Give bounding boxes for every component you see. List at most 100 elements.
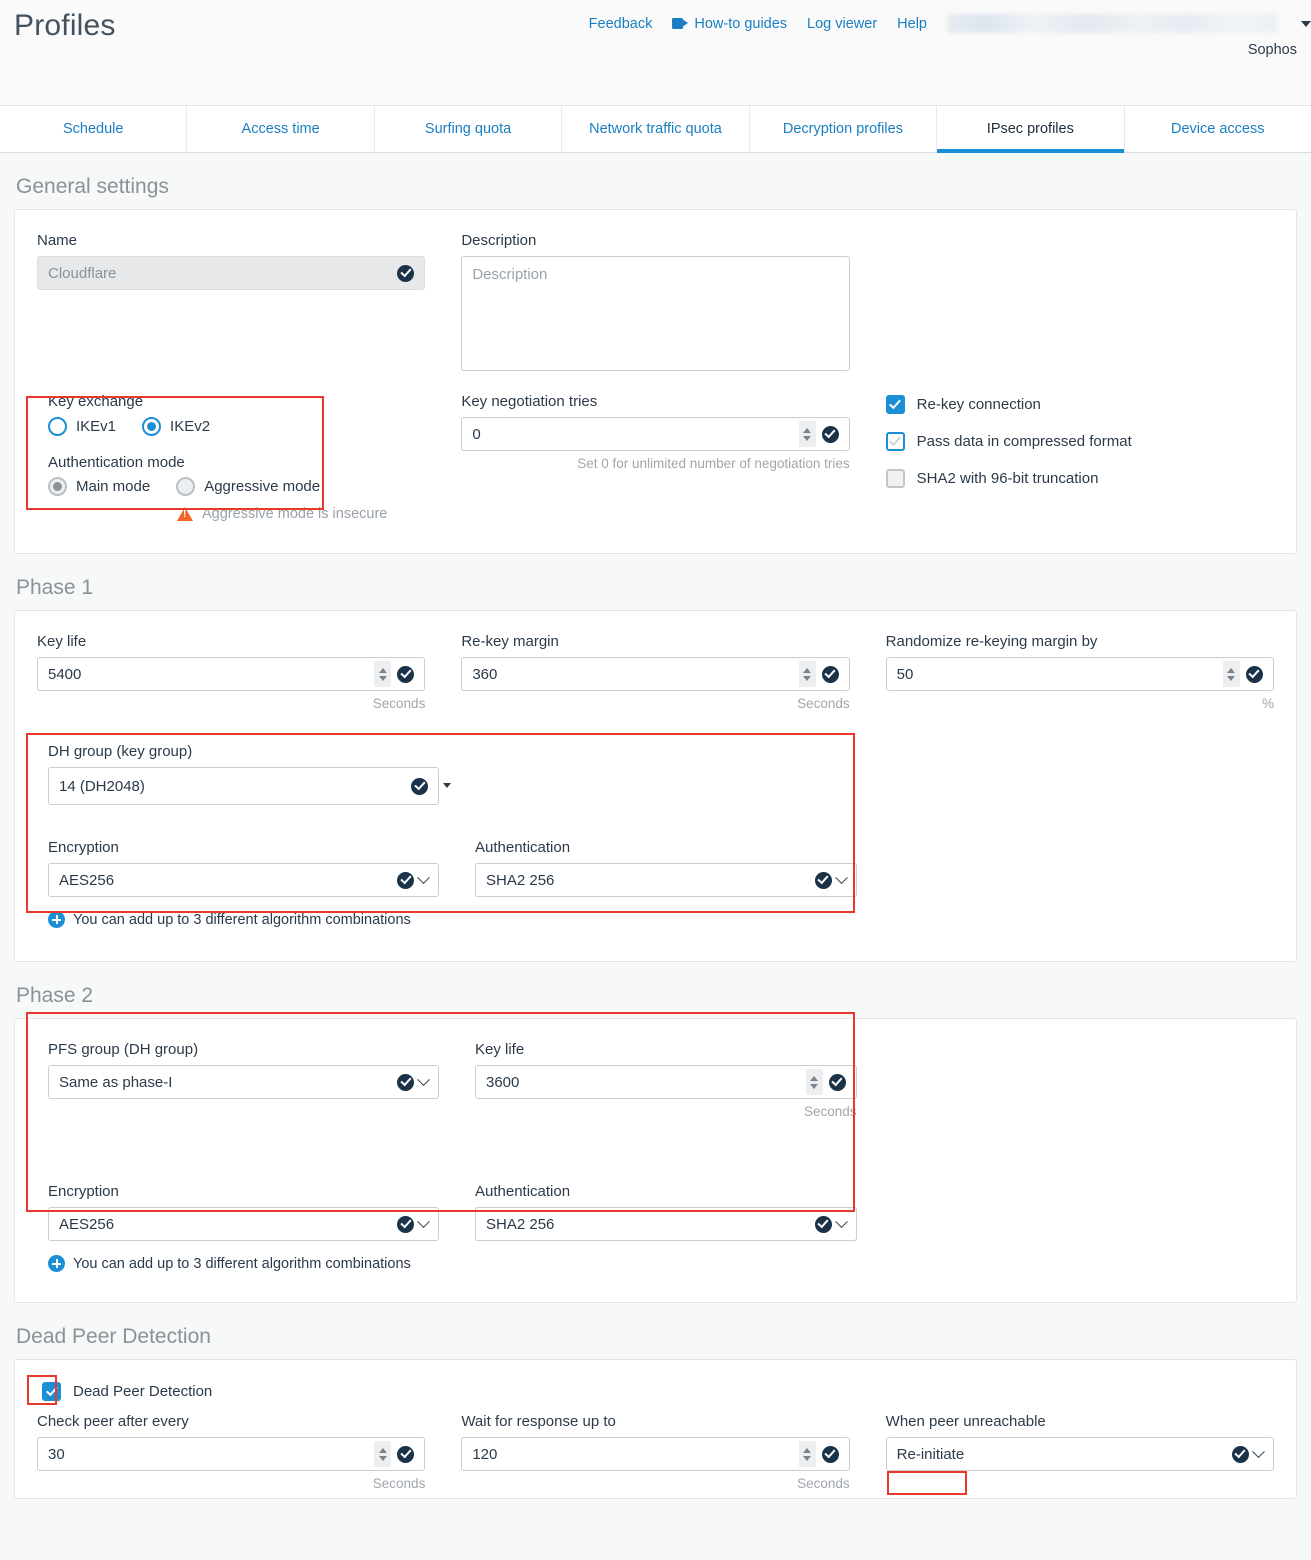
key-negotiation-label: Key negotiation tries <box>461 393 598 410</box>
phase2-encryption-group: Encryption AES256 <box>37 1183 439 1241</box>
radio-ikev1[interactable] <box>48 417 67 436</box>
checkbox-pass-compressed-row[interactable]: Pass data in compressed format <box>885 432 1274 451</box>
key-exchange-label: Key exchange <box>48 393 144 410</box>
general-options-group <box>886 232 1274 375</box>
phase2-key-life-group: Key life 3600 Seconds <box>475 1041 857 1119</box>
dpd-wait-stepper[interactable] <box>798 1441 816 1467</box>
phase1-randomize-unit: % <box>1261 696 1274 711</box>
radio-main-mode[interactable] <box>48 477 67 496</box>
checkbox-rekey-connection-label: Re-key connection <box>916 396 1041 413</box>
phase2-pfs-group-select[interactable]: Same as phase-I <box>48 1065 439 1099</box>
dpd-wait-value: 120 <box>472 1445 498 1463</box>
checkbox-rekey-connection[interactable] <box>885 395 905 414</box>
dpd-when-unreachable-group: When peer unreachable Re-initiate <box>885 1413 1274 1491</box>
phase2-add-algorithm-label: You can add up to 3 different algorithm … <box>73 1255 411 1272</box>
dpd-wait-group: Wait for response up to 120 Seconds <box>461 1413 850 1491</box>
phase1-add-algorithm[interactable]: You can add up to 3 different algorithm … <box>48 911 1274 928</box>
feedback-link[interactable]: Feedback <box>588 15 653 32</box>
checkbox-sha2-truncation-row[interactable]: SHA2 with 96-bit truncation <box>885 469 1274 488</box>
phase2-encryption-label: Encryption <box>48 1183 119 1200</box>
page-title: Profiles <box>14 9 116 42</box>
help-link[interactable]: Help <box>897 15 927 32</box>
general-checkbox-group: Re-key connection Pass data in compresse… <box>885 393 1274 522</box>
phase2-authentication-group: Authentication SHA2 256 <box>475 1183 857 1241</box>
dpd-check-peer-group: Check peer after every 30 Seconds <box>37 1413 426 1491</box>
dpd-enable-row[interactable]: Dead Peer Detection <box>42 1382 1274 1401</box>
chevron-down-icon[interactable] <box>834 870 848 884</box>
dpd-check-peer-unit: Seconds <box>372 1476 426 1491</box>
phase1-encryption-select[interactable]: AES256 <box>48 863 439 897</box>
name-value: Cloudflare <box>48 264 117 282</box>
phase1-key-life-input[interactable]: 5400 <box>37 657 426 691</box>
phase1-dh-group-select[interactable]: 14 (DH2048) <box>48 767 451 805</box>
tab-decryption-profiles[interactable]: Decryption profiles <box>750 106 938 152</box>
aggressive-mode-warning: Aggressive mode is insecure <box>177 506 425 522</box>
phase1-dh-group-spacer <box>475 743 857 805</box>
phase2-authentication-select[interactable]: SHA2 256 <box>475 1207 857 1241</box>
tab-device-access[interactable]: Device access <box>1171 121 1265 137</box>
phase2-spacer <box>893 1041 1275 1119</box>
phase2-key-life-label: Key life <box>475 1041 525 1058</box>
dpd-when-unreachable-select[interactable]: Re-initiate <box>885 1437 1274 1471</box>
checkbox-sha2-truncation[interactable] <box>885 469 905 488</box>
phase1-dh-group-group: DH group (key group) 14 (DH2048) <box>37 743 451 805</box>
chevron-down-icon[interactable] <box>834 1214 848 1228</box>
radio-ikev1-label: IKEv1 <box>76 418 117 435</box>
user-account-redacted[interactable] <box>947 14 1277 33</box>
warning-triangle-icon <box>177 507 193 521</box>
name-input[interactable]: Cloudflare <box>37 256 426 290</box>
tab-access-time[interactable]: Access time <box>187 106 375 152</box>
how-to-guides-label: How-to guides <box>694 15 788 32</box>
phase1-randomize-stepper[interactable] <box>1222 661 1240 687</box>
radio-aggressive-mode[interactable] <box>176 477 196 496</box>
key-negotiation-stepper[interactable] <box>798 421 816 447</box>
tab-ipsec-profiles[interactable]: IPsec profiles <box>937 106 1125 153</box>
checkbox-rekey-connection-row[interactable]: Re-key connection <box>885 395 1274 414</box>
tab-network-traffic-quota[interactable]: Network traffic quota <box>562 106 750 152</box>
log-viewer-link[interactable]: Log viewer <box>807 15 878 32</box>
phase1-title: Phase 1 <box>16 576 94 599</box>
checkbox-pass-compressed[interactable] <box>885 432 905 451</box>
name-label: Name <box>37 232 78 249</box>
chevron-down-icon[interactable] <box>1301 20 1311 27</box>
phase2-authentication-label: Authentication <box>475 1183 571 1200</box>
dpd-check-peer-input[interactable]: 30 <box>37 1437 426 1471</box>
header-links: Feedback How-to guides Log viewer Help <box>589 14 1311 33</box>
chevron-down-icon[interactable] <box>417 1072 430 1086</box>
dpd-check-peer-stepper[interactable] <box>374 1441 392 1467</box>
how-to-guides-link[interactable]: How-to guides <box>672 16 787 32</box>
tab-schedule[interactable]: Schedule <box>0 106 188 152</box>
description-input[interactable] <box>461 256 850 371</box>
phase1-authentication-select[interactable]: SHA2 256 <box>475 863 857 897</box>
checkbox-dead-peer-detection-label: Dead Peer Detection <box>73 1383 213 1400</box>
phase1-rekey-margin-input[interactable]: 360 <box>461 657 850 691</box>
checkbox-dead-peer-detection[interactable] <box>42 1382 61 1401</box>
checkbox-sha2-truncation-label: SHA2 with 96-bit truncation <box>916 470 1099 487</box>
plus-circle-icon[interactable] <box>48 911 65 928</box>
phase1-rekey-margin-group: Re-key margin 360 Seconds <box>461 633 850 711</box>
phase1-key-life-stepper[interactable] <box>374 661 392 687</box>
plus-circle-icon[interactable] <box>48 1255 65 1272</box>
chevron-down-icon[interactable] <box>443 783 451 788</box>
chevron-down-icon[interactable] <box>417 870 430 884</box>
key-exchange-group: Key exchange IKEv1 IKEv2 Authentication … <box>37 393 425 522</box>
valid-check-icon <box>397 264 415 282</box>
valid-check-icon <box>1245 665 1263 683</box>
chevron-down-icon[interactable] <box>1252 1444 1265 1458</box>
phase2-encryption-select[interactable]: AES256 <box>48 1207 439 1241</box>
phase2-key-life-input[interactable]: 3600 <box>475 1065 857 1099</box>
tab-surfing-quota[interactable]: Surfing quota <box>375 106 563 152</box>
key-negotiation-hint: Set 0 for unlimited number of negotiatio… <box>577 456 850 471</box>
description-label: Description <box>461 232 537 249</box>
chevron-down-icon[interactable] <box>417 1214 430 1228</box>
phase2-add-algorithm[interactable]: You can add up to 3 different algorithm … <box>48 1255 1274 1272</box>
phase1-randomize-input[interactable]: 50 <box>885 657 1274 691</box>
phase2-key-life-stepper[interactable] <box>805 1069 823 1095</box>
phase1-rekey-margin-stepper[interactable] <box>798 661 816 687</box>
dpd-check-peer-label: Check peer after every <box>37 1413 189 1430</box>
phase1-authentication-value: SHA2 256 <box>486 871 555 889</box>
radio-ikev2[interactable] <box>142 417 162 436</box>
key-negotiation-input[interactable]: 0 <box>461 417 850 451</box>
dpd-wait-input[interactable]: 120 <box>461 1437 850 1471</box>
phase1-encryption-label: Encryption <box>48 839 119 856</box>
